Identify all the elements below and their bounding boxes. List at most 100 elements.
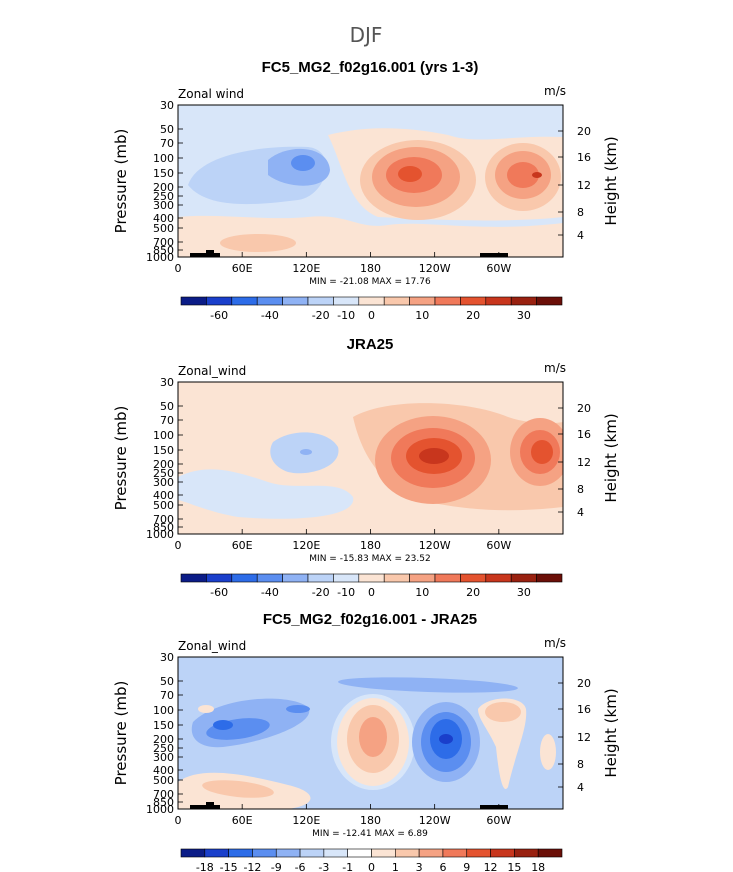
- colorbar-swatch: [383, 296, 410, 306]
- colorbar-swatch: [466, 848, 491, 858]
- colorbar-swatch: [333, 296, 360, 306]
- colorbar-label: 15: [507, 861, 521, 872]
- contour-neg-band: [338, 677, 518, 693]
- height-tick-label: 8: [577, 206, 584, 219]
- colorbar-label: 12: [484, 861, 498, 872]
- units-label: m/s: [544, 636, 566, 650]
- pressure-tick-label: 70: [160, 689, 174, 702]
- colorbar-label: 0: [368, 586, 375, 599]
- pressure-tick-label: 50: [160, 675, 174, 688]
- chart-title: FC5_MG2_f02g16.001 - JRA25: [263, 611, 477, 628]
- min-max-stats: MIN = -15.83 MAX = 23.52: [309, 554, 430, 564]
- colorbar-label: -60: [210, 309, 228, 322]
- topography-peak: [206, 802, 214, 805]
- contour-neg-core: [291, 155, 315, 171]
- colorbar-label: -1: [342, 861, 353, 872]
- colorbar-swatch: [231, 296, 258, 306]
- lon-tick-label: 60E: [232, 262, 253, 275]
- pressure-tick-label: 1000: [146, 251, 174, 264]
- colorbar-swatch: [282, 573, 309, 583]
- colorbar-swatch: [510, 296, 537, 306]
- colorbar-swatch: [204, 848, 229, 858]
- colorbar-label: -9: [271, 861, 282, 872]
- pressure-tick-label: 500: [153, 774, 174, 787]
- colorbar-swatch: [395, 848, 420, 858]
- pressure-tick-label: 70: [160, 414, 174, 427]
- height-tick-label: 8: [577, 483, 584, 496]
- pressure-tick-label: 1000: [146, 528, 174, 541]
- lon-tick-label: 0: [175, 262, 182, 275]
- colorbar-label: -40: [261, 586, 279, 599]
- height-tick-label: 12: [577, 179, 591, 192]
- min-max-stats: MIN = -21.08 MAX = 17.76: [309, 277, 431, 287]
- topography-bar: [480, 805, 508, 809]
- colorbar-swatch: [409, 573, 436, 583]
- contour-fills: [178, 382, 563, 534]
- contour-neg-core: [300, 449, 312, 455]
- colorbar-swatch: [536, 573, 563, 583]
- topography-bar: [190, 253, 220, 257]
- colorbar-swatch: [299, 848, 325, 858]
- colorbar-swatch: [307, 573, 334, 583]
- contour-sfc-pos: [220, 234, 296, 252]
- pressure-tick-label: 30: [160, 651, 174, 664]
- colorbar-label: -10: [337, 309, 355, 322]
- colorbar-swatch: [323, 848, 348, 858]
- pressure-tick-label: 300: [153, 199, 174, 212]
- pressure-axis-label: Pressure (mb): [112, 681, 130, 786]
- colorbar-label: 20: [466, 309, 480, 322]
- colorbar-swatch: [275, 848, 301, 858]
- colorbar-swatch: [358, 296, 385, 306]
- height-axis-label: Height (km): [602, 413, 620, 502]
- height-tick-label: 20: [577, 677, 591, 690]
- pressure-tick-label: 50: [160, 123, 174, 136]
- colorbar-swatch: [228, 848, 253, 858]
- colorbar-label: -60: [210, 586, 228, 599]
- colorbar-swatch: [180, 573, 207, 583]
- lon-tick-label: 60W: [486, 262, 511, 275]
- lon-tick-label: 180: [360, 262, 381, 275]
- lon-tick-label: 120E: [292, 262, 320, 275]
- height-axis-label: Height (km): [602, 136, 620, 225]
- colorbar-label: -20: [312, 586, 330, 599]
- pressure-tick-label: 400: [153, 212, 174, 225]
- contour-field: [177, 381, 564, 535]
- pressure-tick-label: 150: [153, 719, 174, 732]
- contour-pos-east-l2: [485, 702, 521, 722]
- pressure-tick-label: 250: [153, 467, 174, 480]
- contour-neg-west-core: [213, 720, 233, 730]
- lon-tick-label: 120E: [292, 814, 320, 827]
- topography-peak: [206, 250, 214, 253]
- figure-title: DJF: [350, 23, 383, 47]
- colorbar-swatch: [333, 573, 360, 583]
- colorbar-swatch: [256, 573, 283, 583]
- colorbar-swatch: [434, 296, 461, 306]
- colorbar-swatch: [485, 296, 512, 306]
- height-tick-label: 4: [577, 781, 584, 794]
- colorbar-swatch: [510, 573, 537, 583]
- colorbar-swatch: [409, 296, 436, 306]
- contour-pos-east: [478, 698, 527, 789]
- pressure-tick-label: 200: [153, 181, 174, 194]
- pressure-tick-label: 100: [153, 429, 174, 442]
- pressure-tick-label: 30: [160, 99, 174, 112]
- height-tick-label: 12: [577, 731, 591, 744]
- colorbar-swatch: [256, 296, 283, 306]
- height-axis-label: Height (km): [602, 688, 620, 777]
- lon-tick-label: 60E: [232, 814, 253, 827]
- colorbar-swatch: [358, 573, 385, 583]
- contour-fills: [178, 657, 563, 809]
- colorbar-label: -12: [243, 861, 261, 872]
- contour-jet2-l3: [507, 162, 539, 188]
- units-label: m/s: [544, 84, 566, 98]
- colorbar-label: -15: [220, 861, 238, 872]
- colorbar-label: 10: [415, 586, 429, 599]
- topography-bar: [480, 253, 508, 257]
- chart-title: JRA25: [347, 336, 394, 353]
- height-tick-label: 8: [577, 758, 584, 771]
- pressure-tick-label: 70: [160, 137, 174, 150]
- pressure-tick-label: 400: [153, 489, 174, 502]
- colorbar-label: -10: [337, 586, 355, 599]
- colorbar-swatch: [347, 848, 372, 858]
